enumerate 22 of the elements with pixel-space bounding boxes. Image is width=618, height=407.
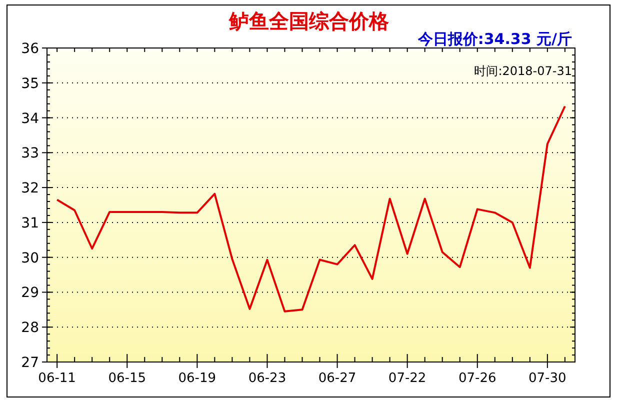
y-tick-label: 34 (21, 110, 40, 127)
x-tick-label: 07-26 (458, 371, 496, 386)
annotation: 时间:2018-07-31 (474, 64, 572, 78)
y-tick-label: 29 (21, 285, 39, 302)
y-tick-label: 35 (21, 76, 39, 92)
y-tick-label: 30 (21, 250, 39, 266)
y-tick-label: 31 (21, 215, 39, 232)
y-tick-label: 36 (21, 41, 40, 57)
x-tick-label: 07-22 (388, 371, 426, 386)
x-tick-label: 06-15 (108, 371, 146, 386)
x-tick-label: 06-23 (248, 371, 286, 386)
x-tick-label: 07-30 (528, 371, 566, 386)
x-tick-label: 06-19 (178, 371, 216, 386)
y-tick-label: 28 (21, 320, 39, 336)
x-tick-label: 06-27 (318, 371, 356, 386)
x-tick-label: 06-11 (38, 371, 76, 386)
y-tick-label: 33 (21, 146, 39, 162)
chart-title: 鲈鱼全国综合价格 (228, 9, 390, 33)
y-tick-label: 27 (21, 355, 39, 371)
line-series (56, 105, 566, 312)
text: 今日报价:34.33 元/斤 (416, 30, 572, 48)
y-tick-label: 32 (21, 180, 39, 197)
